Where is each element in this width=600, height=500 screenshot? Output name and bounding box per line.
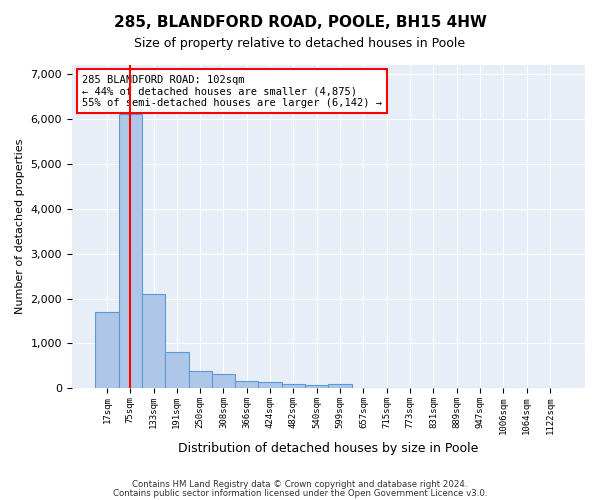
Bar: [305, 384, 328, 388]
Bar: [212, 374, 235, 388]
Text: Contains HM Land Registry data © Crown copyright and database right 2024.: Contains HM Land Registry data © Crown c…: [132, 480, 468, 489]
Bar: [165, 352, 188, 389]
Text: 285 BLANDFORD ROAD: 102sqm
← 44% of detached houses are smaller (4,875)
55% of s: 285 BLANDFORD ROAD: 102sqm ← 44% of deta…: [82, 74, 382, 108]
Bar: [259, 382, 282, 388]
Bar: [282, 384, 305, 388]
X-axis label: Distribution of detached houses by size in Poole: Distribution of detached houses by size …: [178, 442, 479, 455]
Bar: [188, 372, 212, 388]
Text: 285, BLANDFORD ROAD, POOLE, BH15 4HW: 285, BLANDFORD ROAD, POOLE, BH15 4HW: [113, 15, 487, 30]
Text: Size of property relative to detached houses in Poole: Size of property relative to detached ho…: [134, 38, 466, 51]
Y-axis label: Number of detached properties: Number of detached properties: [15, 139, 25, 314]
Text: Contains public sector information licensed under the Open Government Licence v3: Contains public sector information licen…: [113, 488, 487, 498]
Bar: [95, 312, 119, 388]
Bar: [235, 382, 259, 388]
Bar: [328, 384, 352, 388]
Bar: [119, 114, 142, 388]
Bar: [142, 294, 165, 388]
